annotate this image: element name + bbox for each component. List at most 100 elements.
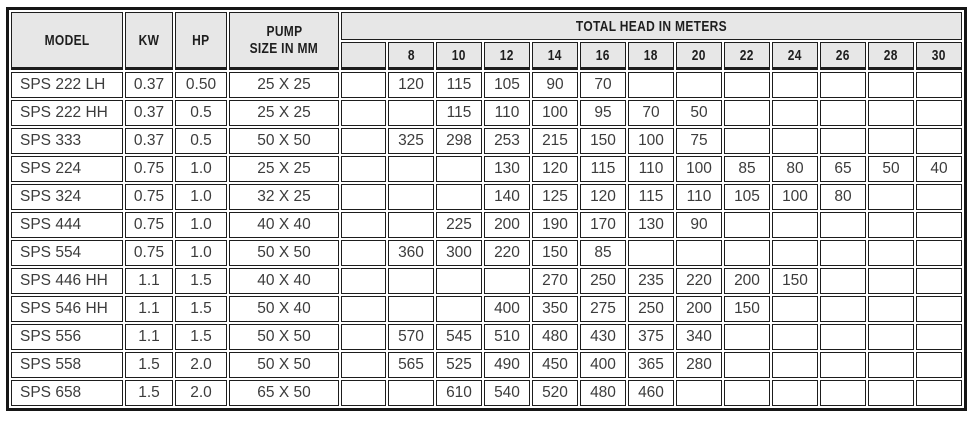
- head-value-cell: [820, 72, 866, 98]
- head-value-cell: [772, 324, 818, 350]
- head-value-cell: 70: [580, 72, 626, 98]
- table-row: SPS 558 1.5 2.0 50 X 50 565 525 490 450 400 365 28…: [11, 352, 963, 378]
- hp-cell: 1.5: [175, 324, 227, 350]
- head-value-cell: [676, 240, 722, 266]
- head-value-cell: 565: [388, 352, 434, 378]
- head-value-cell: [772, 240, 818, 266]
- head-col-28: 28: [868, 42, 914, 70]
- head-col-label: 18: [644, 46, 658, 64]
- model-cell: SPS 333: [11, 128, 123, 154]
- hp-cell: 0.5: [175, 128, 227, 154]
- head-col-spacer: [341, 42, 386, 70]
- head-value-cell: 110: [484, 100, 530, 126]
- head-value-cell: [388, 156, 434, 182]
- head-value-cell: 100: [676, 156, 722, 182]
- table-row: SPS 224 0.75 1.0 25 X 25 130 120 115 110 100 85 80…: [11, 156, 963, 182]
- head-value-cell: 150: [580, 128, 626, 154]
- spacer-cell: [341, 296, 386, 322]
- head-value-cell: 325: [388, 128, 434, 154]
- head-value-cell: 215: [532, 128, 578, 154]
- head-value-cell: 105: [484, 72, 530, 98]
- head-value-cell: 250: [628, 296, 674, 322]
- head-value-cell: [916, 268, 963, 294]
- size-cell: 25 X 25: [229, 100, 339, 126]
- head-value-cell: 400: [484, 296, 530, 322]
- hp-cell: 1.0: [175, 184, 227, 210]
- head-value-cell: [772, 72, 818, 98]
- model-cell: SPS 324: [11, 184, 123, 210]
- head-value-cell: 225: [436, 212, 482, 238]
- table-row: SPS 222 HH 0.37 0.5 25 X 25 115 110 100 95 70 50: [11, 100, 963, 126]
- head-value-cell: 170: [580, 212, 626, 238]
- head-value-cell: [820, 324, 866, 350]
- head-value-cell: 375: [628, 324, 674, 350]
- kw-cell: 0.37: [125, 100, 173, 126]
- size-cell: 50 X 50: [229, 128, 339, 154]
- head-value-cell: [724, 380, 770, 406]
- head-value-cell: [820, 100, 866, 126]
- head-value-cell: [916, 212, 963, 238]
- head-value-cell: 200: [484, 212, 530, 238]
- head-value-cell: [916, 184, 963, 210]
- head-value-cell: 270: [532, 268, 578, 294]
- head-col-label: 26: [836, 46, 850, 64]
- model-cell: SPS 558: [11, 352, 123, 378]
- head-value-cell: [724, 324, 770, 350]
- col-header-kw: KW: [125, 12, 173, 70]
- head-value-cell: 480: [532, 324, 578, 350]
- head-value-cell: 460: [628, 380, 674, 406]
- head-value-cell: 430: [580, 324, 626, 350]
- hp-cell: 0.50: [175, 72, 227, 98]
- hp-cell: 1.5: [175, 268, 227, 294]
- head-value-cell: [388, 268, 434, 294]
- head-value-cell: 610: [436, 380, 482, 406]
- model-cell: SPS 444: [11, 212, 123, 238]
- head-value-cell: 490: [484, 352, 530, 378]
- head-value-cell: [388, 212, 434, 238]
- spacer-cell: [341, 156, 386, 182]
- head-value-cell: 190: [532, 212, 578, 238]
- head-value-cell: [916, 296, 963, 322]
- head-value-cell: [868, 268, 914, 294]
- size-cell: 50 X 50: [229, 352, 339, 378]
- size-cell: 65 X 50: [229, 380, 339, 406]
- head-value-cell: 80: [772, 156, 818, 182]
- head-value-cell: [676, 72, 722, 98]
- col-header-hp: HP: [175, 12, 227, 70]
- head-col-label: 8: [407, 46, 415, 64]
- hp-cell: 0.5: [175, 100, 227, 126]
- head-col-label: 10: [452, 46, 466, 64]
- head-value-cell: [772, 380, 818, 406]
- head-value-cell: 115: [436, 72, 482, 98]
- col-header-total-head-label: TOTAL HEAD IN METERS: [575, 17, 728, 35]
- head-value-cell: 85: [580, 240, 626, 266]
- table-row: SPS 546 HH 1.1 1.5 50 X 40 400 350 275 250 200 15…: [11, 296, 963, 322]
- head-value-cell: [628, 240, 674, 266]
- head-value-cell: 120: [532, 156, 578, 182]
- model-cell: SPS 546 HH: [11, 296, 123, 322]
- head-value-cell: 220: [484, 240, 530, 266]
- head-value-cell: 150: [772, 268, 818, 294]
- head-value-cell: [772, 352, 818, 378]
- head-value-cell: 100: [532, 100, 578, 126]
- head-value-cell: 140: [484, 184, 530, 210]
- head-value-cell: 115: [628, 184, 674, 210]
- head-value-cell: 115: [580, 156, 626, 182]
- head-value-cell: 235: [628, 268, 674, 294]
- head-value-cell: [868, 72, 914, 98]
- model-cell: SPS 224: [11, 156, 123, 182]
- head-value-cell: [868, 240, 914, 266]
- head-value-cell: [916, 128, 963, 154]
- head-value-cell: 50: [868, 156, 914, 182]
- head-value-cell: [724, 100, 770, 126]
- col-header-pump-size: PUMP SIZE IN MM: [229, 12, 339, 70]
- kw-cell: 0.75: [125, 156, 173, 182]
- head-value-cell: 80: [820, 184, 866, 210]
- head-col-label: 30: [932, 46, 947, 64]
- head-value-cell: [820, 352, 866, 378]
- head-value-cell: [436, 156, 482, 182]
- head-value-cell: 70: [628, 100, 674, 126]
- head-value-cell: [916, 380, 963, 406]
- spacer-cell: [341, 352, 386, 378]
- head-value-cell: 50: [676, 100, 722, 126]
